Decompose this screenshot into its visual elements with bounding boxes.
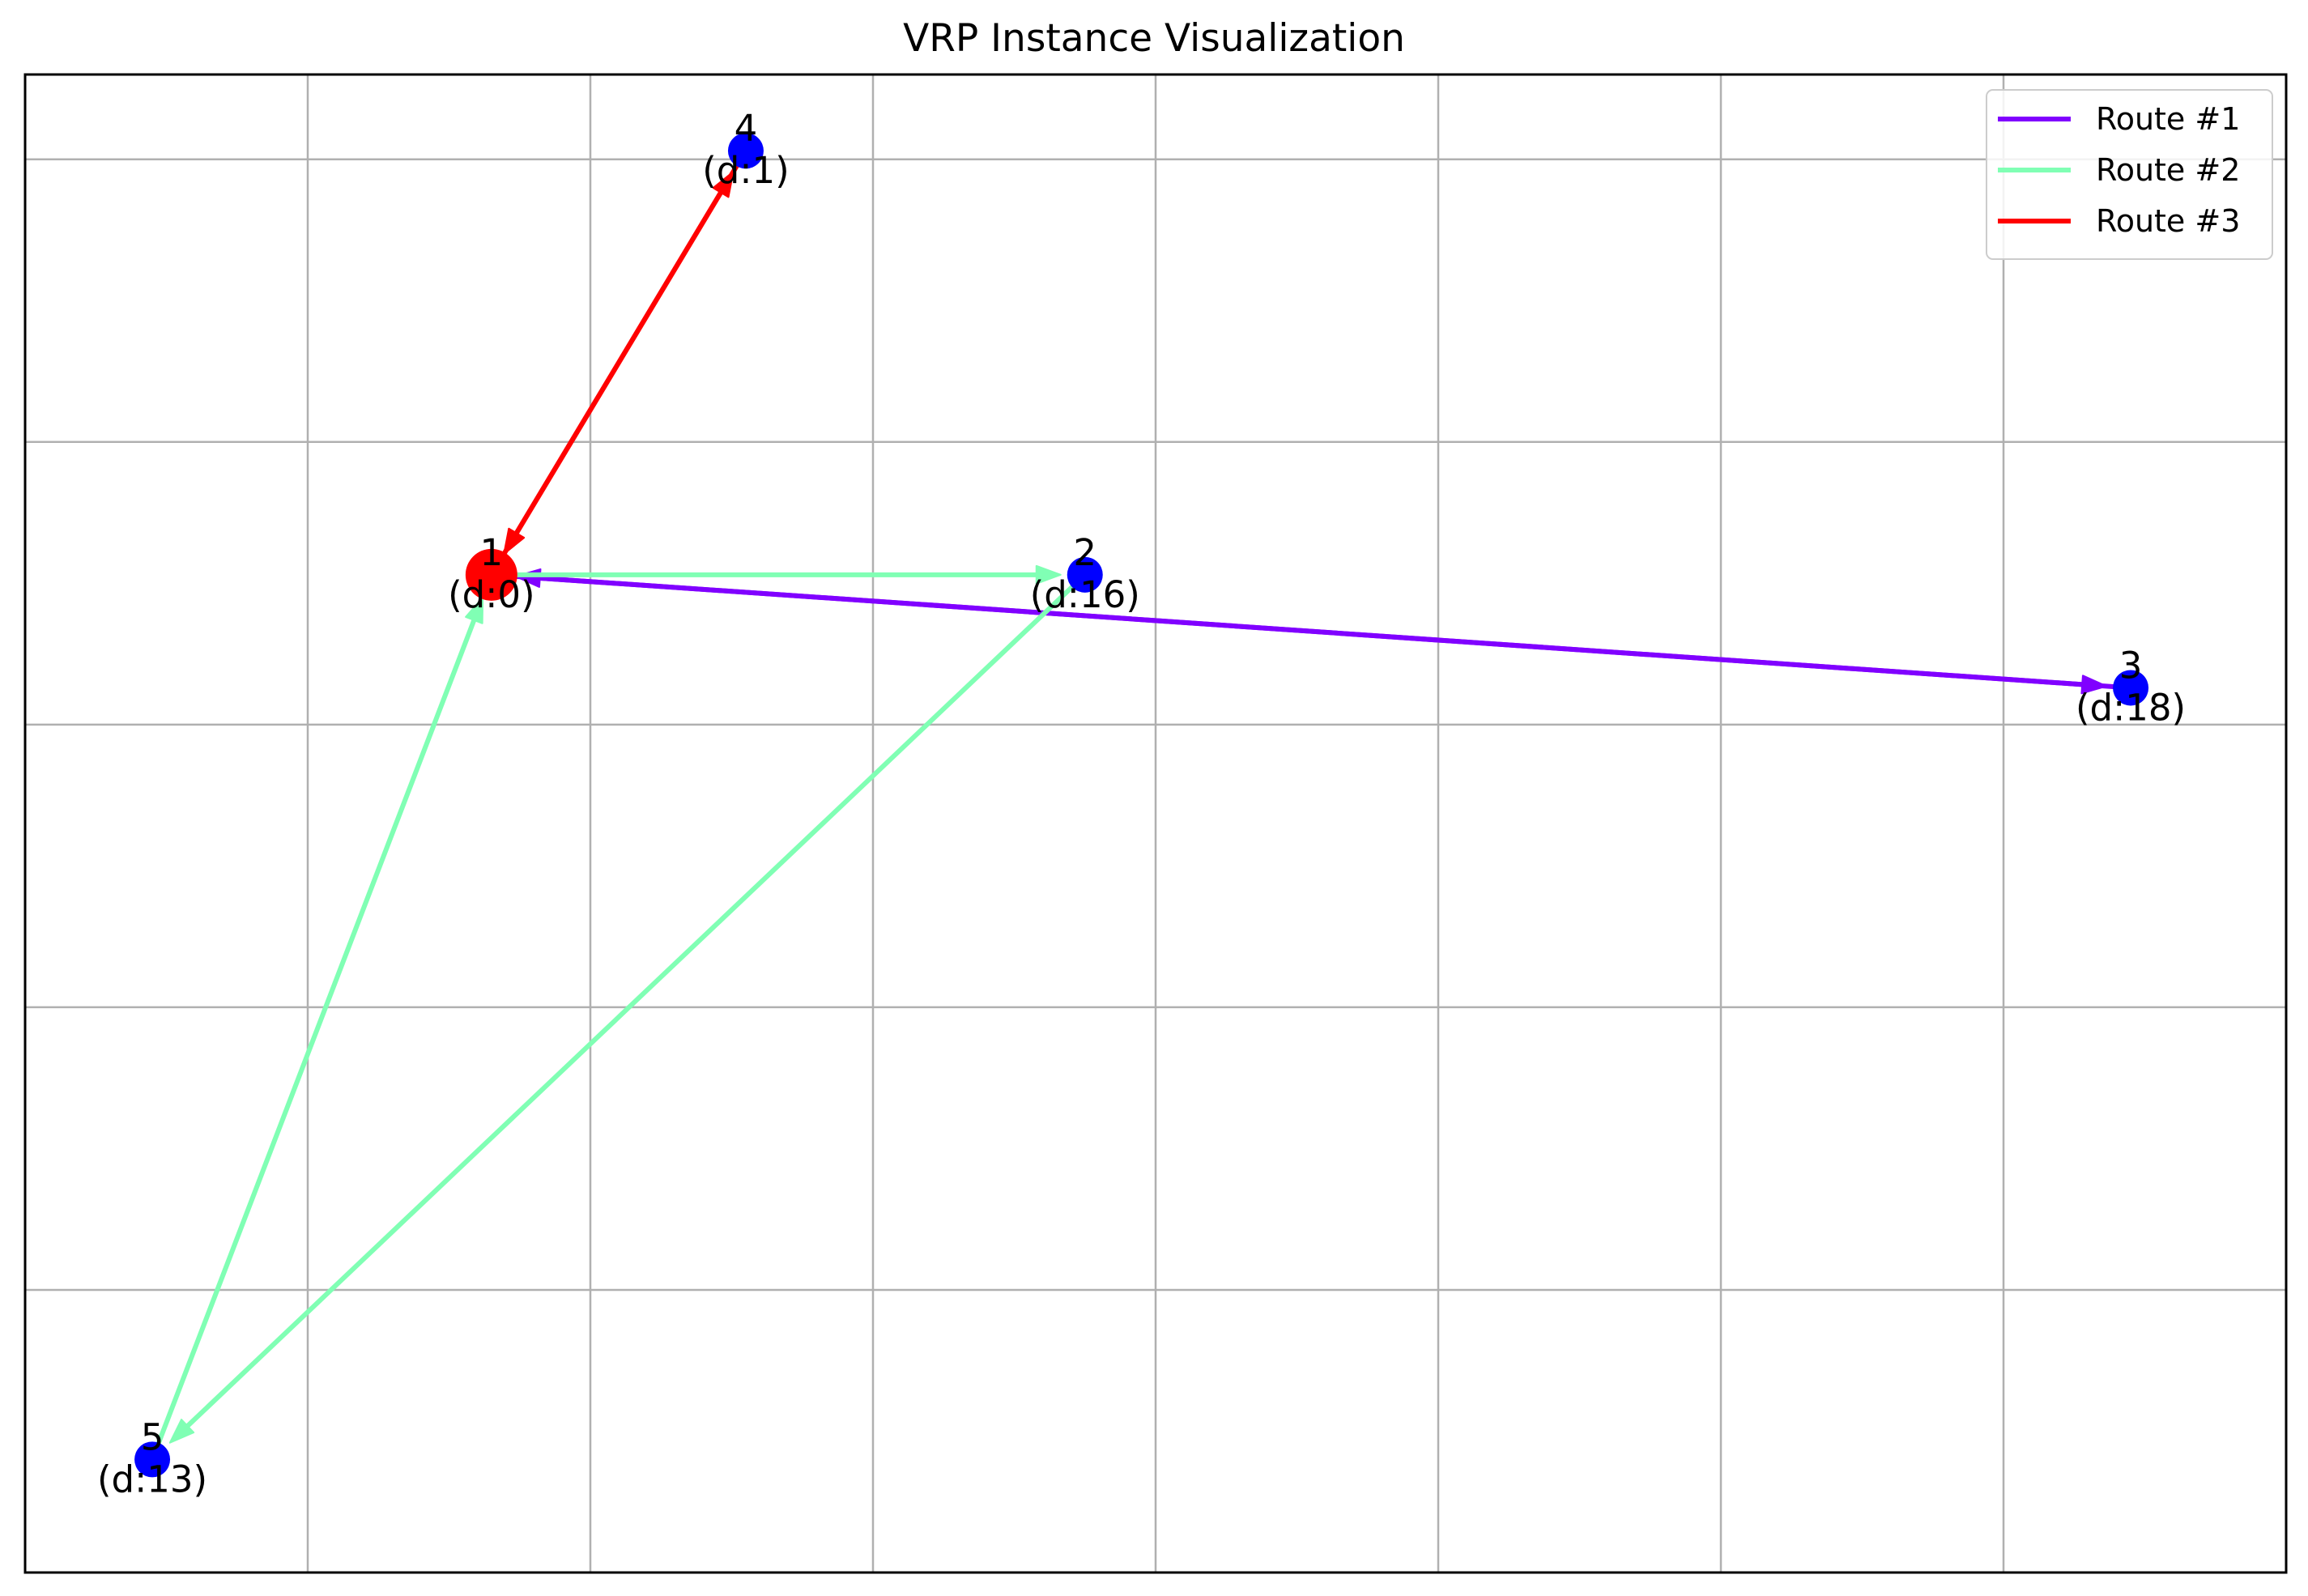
route-arrowhead	[1035, 564, 1062, 585]
node-demand-label: (d:0)	[448, 573, 534, 616]
node-demand-label: (d:16)	[1030, 573, 1140, 616]
node-demand-label: (d:13)	[97, 1458, 207, 1500]
node-demand-label: (d:18)	[2076, 686, 2186, 729]
node-5: 5(d:13)	[97, 1415, 207, 1500]
legend-label: Route #1	[2096, 101, 2240, 137]
route-segment	[185, 583, 1076, 1429]
plot-frame	[23, 73, 2288, 1574]
chart-title: VRP Instance Visualization	[903, 16, 1405, 61]
route-segment	[513, 162, 741, 536]
node-demand-label: (d:1)	[702, 149, 789, 192]
customer-marker	[2113, 670, 2149, 706]
grid	[25, 74, 2286, 1573]
node-id-label: 3	[2119, 644, 2143, 687]
legend-box	[1986, 89, 2273, 260]
nodes: 1(d:0) 2(d:16) 3(d:18) 4(d:1) 5(d:13)	[97, 107, 2186, 1500]
customer-marker	[134, 1441, 171, 1478]
node-1: 1(d:0)	[448, 531, 534, 616]
routes	[155, 162, 2117, 1447]
legend-label: Route #2	[2096, 152, 2240, 188]
customer-marker	[727, 133, 764, 169]
node-id-label: 5	[141, 1415, 164, 1458]
legend-item: Route #1	[1998, 101, 2240, 137]
route-arrowhead	[168, 1419, 195, 1444]
node-3: 3(d:18)	[2076, 644, 2186, 729]
node-id-label: 4	[735, 107, 758, 150]
route-2	[155, 564, 1076, 1447]
depot-marker	[465, 548, 517, 601]
node-id-label: 1	[480, 531, 504, 574]
node-id-label: 2	[1073, 531, 1097, 574]
legend: Route #1 Route #2 Route #3	[1986, 89, 2273, 260]
route-segment	[538, 575, 2117, 690]
node-4: 4(d:1)	[702, 107, 789, 192]
legend-item: Route #2	[1998, 152, 2240, 188]
customer-marker	[1067, 556, 1103, 593]
legend-item: Route #3	[1998, 203, 2240, 239]
route-arrowhead	[503, 527, 526, 555]
route-1	[505, 568, 2117, 695]
route-arrowhead	[465, 596, 484, 624]
route-3	[496, 162, 741, 564]
legend-label: Route #3	[2096, 203, 2240, 239]
node-2: 2(d:16)	[1030, 531, 1140, 616]
route-segment	[155, 617, 477, 1447]
